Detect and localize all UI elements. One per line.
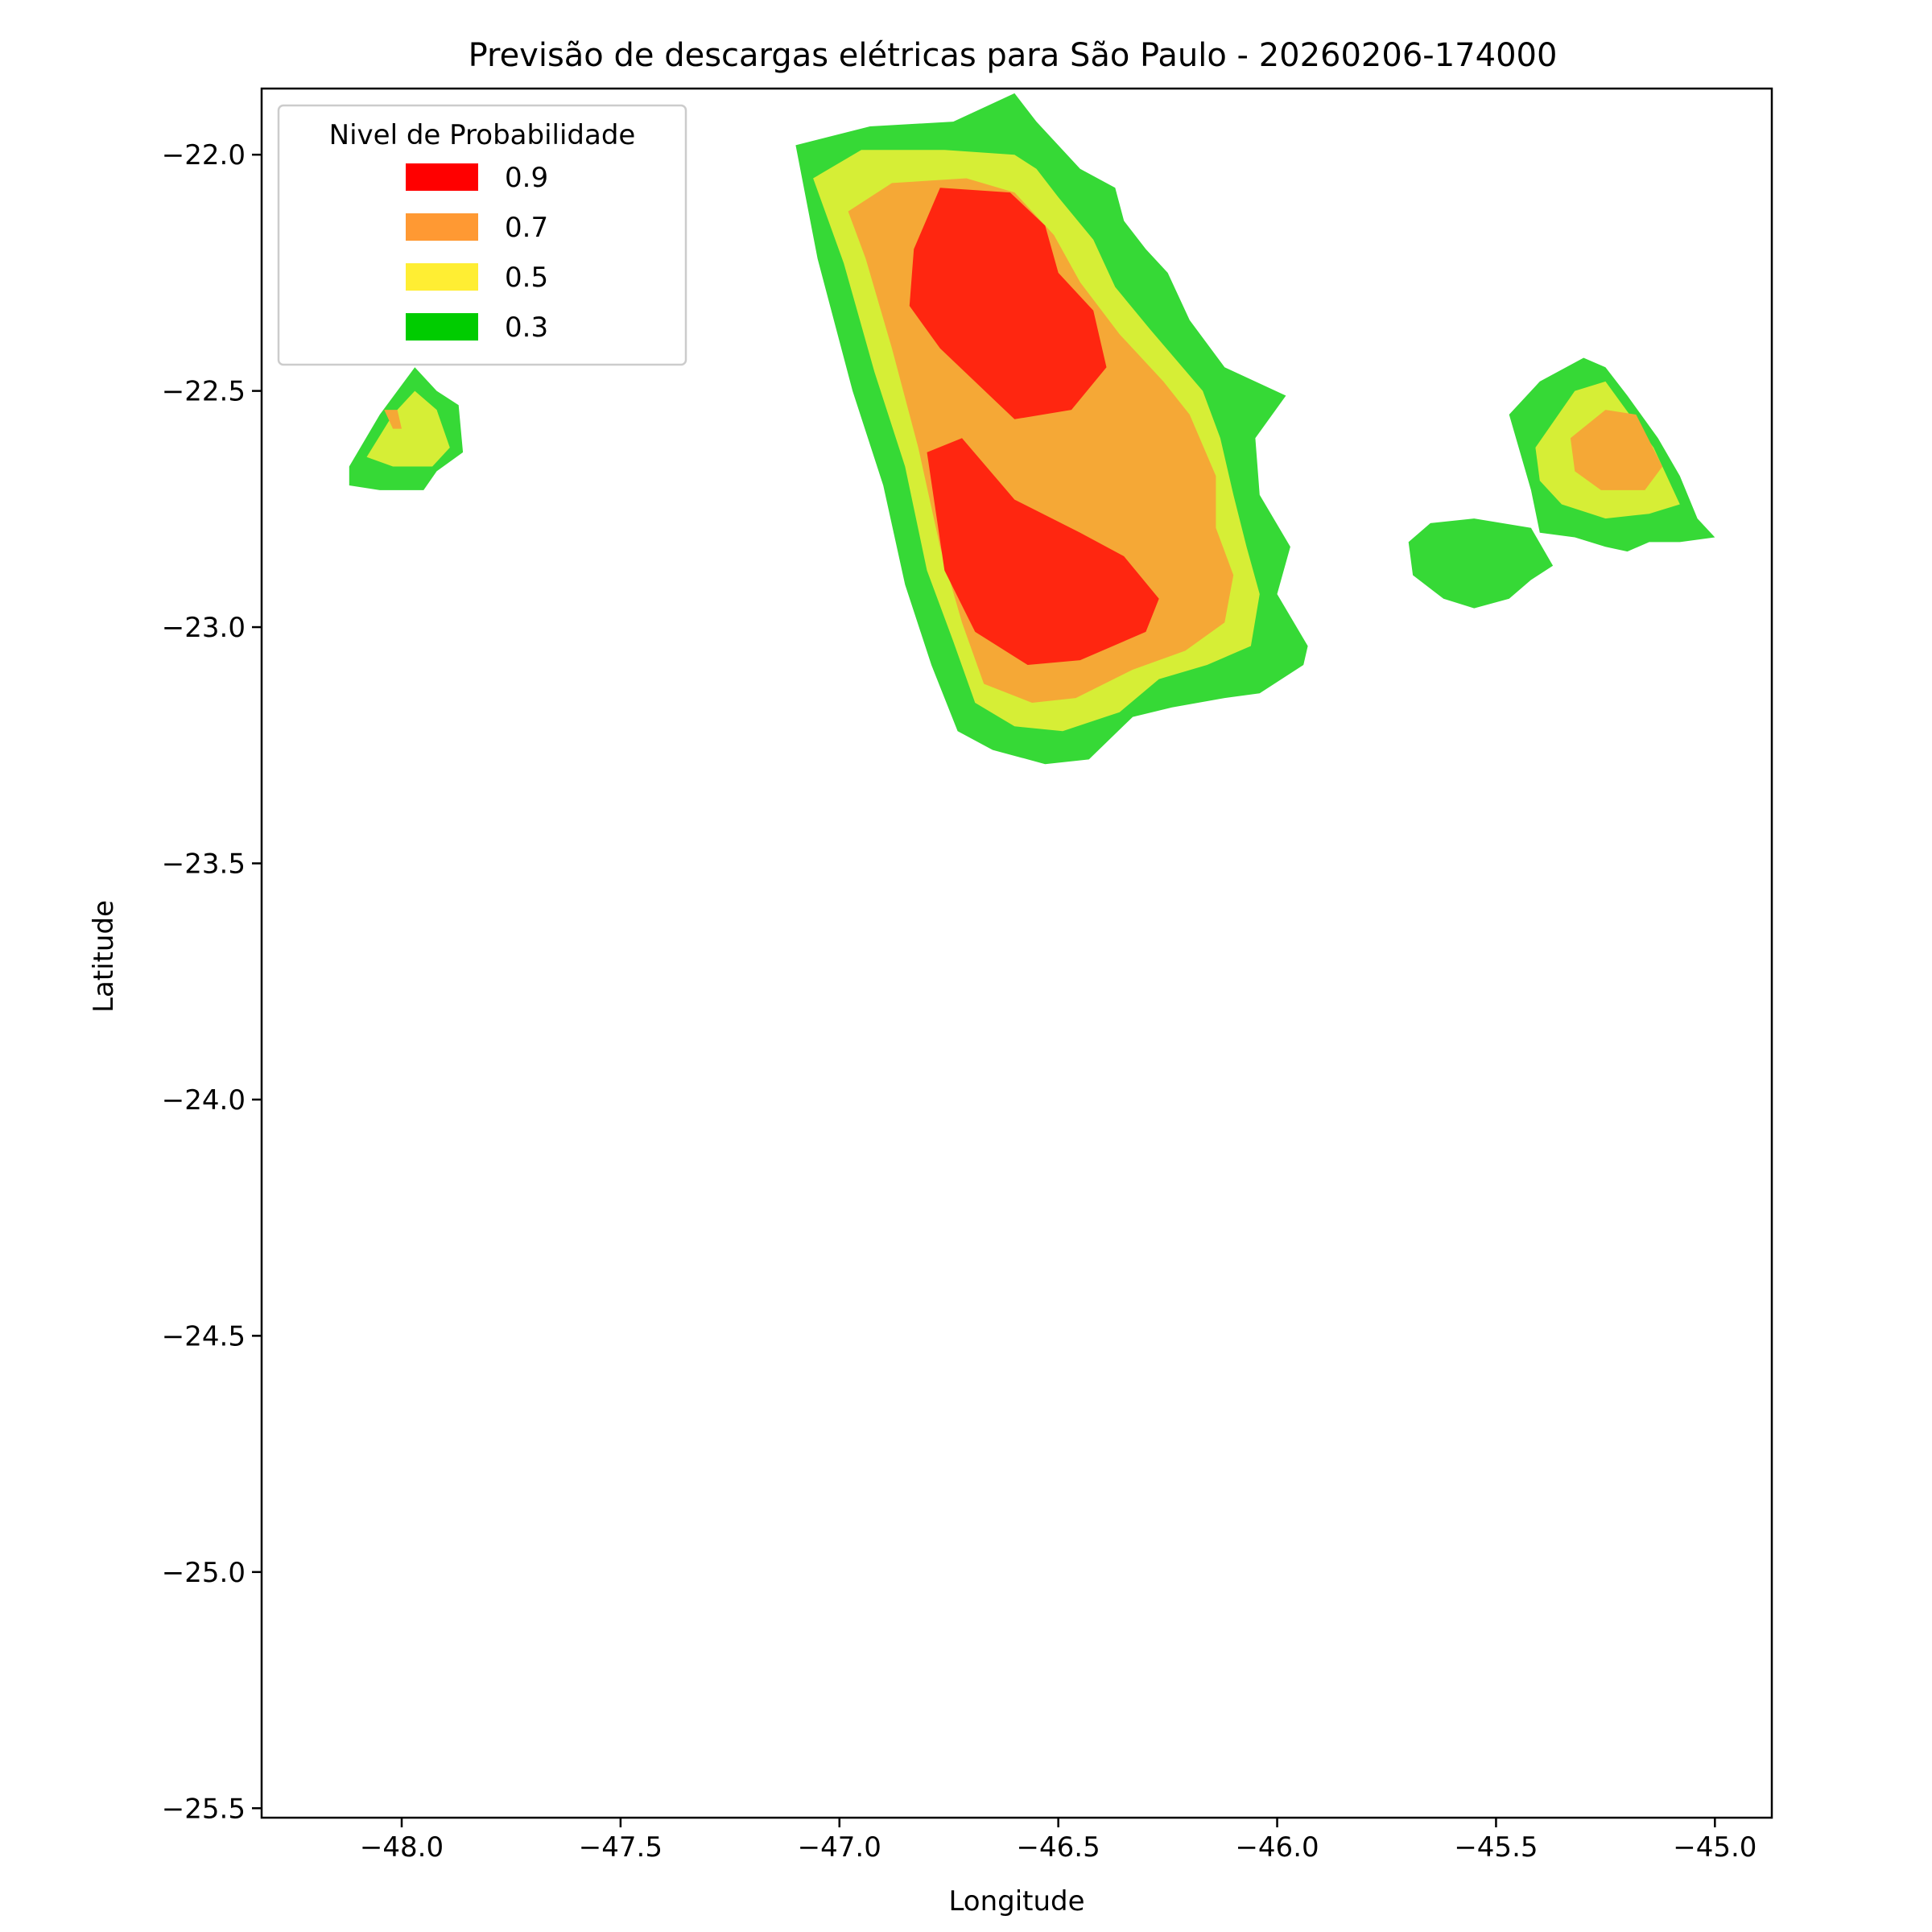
x-tick-label-3: −46.5 [1017, 1831, 1100, 1864]
legend-label-2: 0.5 [505, 262, 548, 294]
contour-region-07-11 [1570, 410, 1663, 490]
legend-box [277, 104, 687, 366]
contour-region-09-4 [927, 438, 1159, 665]
x-tick-label-5: −45.5 [1454, 1831, 1538, 1864]
x-tick-label-2: −47.0 [798, 1831, 881, 1864]
legend-label-1: 0.7 [505, 212, 548, 244]
chart-title: Previsão de descargas elétricas para São… [469, 37, 1558, 74]
contour-region-05-6 [366, 390, 450, 467]
y-tick-label-1: −22.5 [162, 376, 246, 408]
legend-swatch-1 [406, 213, 478, 241]
legend-label-0: 0.9 [505, 162, 548, 194]
y-tick-label-0: −22.0 [162, 139, 246, 171]
y-axis: −22.0 −22.5 −23.0 −23.5 −24.0 −24.5 −25.0 −25.5 [162, 139, 262, 1825]
y-tick-label-7: −25.5 [162, 1793, 246, 1825]
x-tick-label-6: −45.0 [1673, 1831, 1757, 1864]
legend-title: Nivel de Probabilidade [329, 119, 636, 151]
x-axis-label: Longitude [948, 1885, 1084, 1918]
x-axis: −48.0 −47.5 −47.0 −46.5 −46.0 −45.5 −45.0 [360, 1818, 1757, 1864]
legend-swatch-3 [406, 313, 478, 341]
plot-area-frame [260, 87, 1773, 1819]
legend-swatch-0 [406, 163, 478, 191]
y-tick-label-5: −24.5 [162, 1320, 246, 1352]
y-axis-label: Latitude [88, 900, 120, 1013]
y-tick-label-4: −24.0 [162, 1084, 246, 1117]
contour-fills [349, 93, 1715, 765]
legend-swatch-2 [406, 263, 478, 291]
y-tick-label-6: −25.0 [162, 1557, 246, 1589]
x-tick-label-1: −47.5 [579, 1831, 663, 1864]
legend-label-3: 0.3 [505, 312, 548, 344]
y-tick-label-3: −23.5 [162, 848, 246, 880]
legend: Nivel de Probabilidade 0.9 0.7 0.5 0.3 [277, 104, 687, 366]
x-tick-label-4: −46.0 [1235, 1831, 1319, 1864]
contour-region-07-7 [384, 410, 402, 429]
contour-region-03-8 [1408, 518, 1554, 609]
contour-region-09-3 [909, 188, 1107, 419]
y-tick-label-2: −23.0 [162, 612, 246, 644]
x-tick-label-0: −48.0 [360, 1831, 444, 1864]
